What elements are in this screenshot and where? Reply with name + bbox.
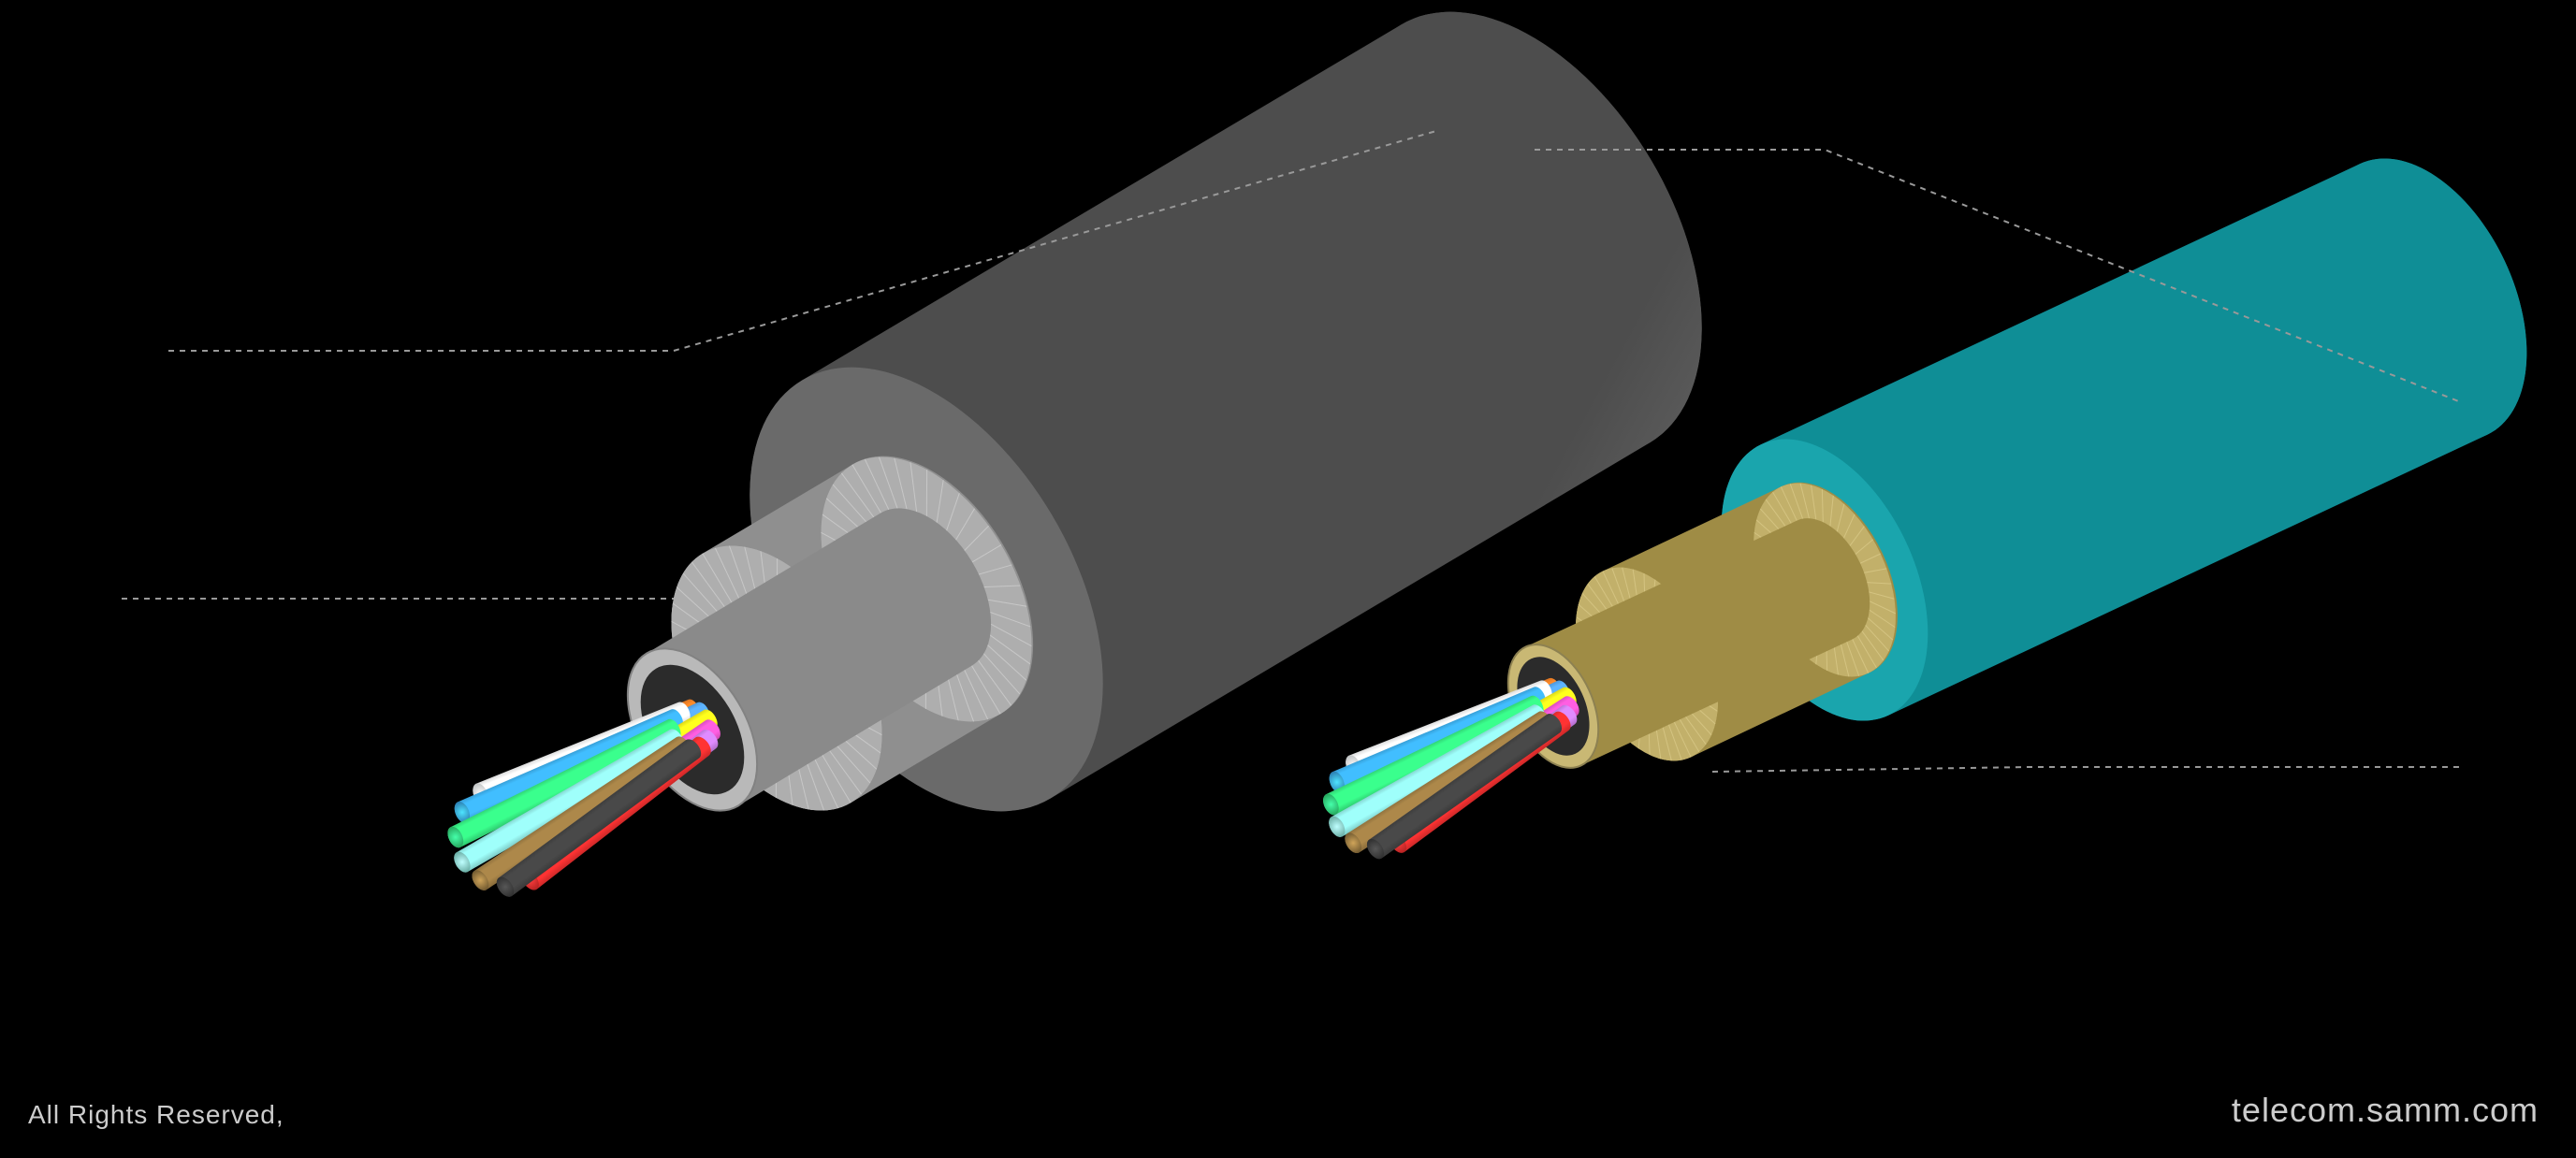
footer-site: telecom.samm.com [2232,1091,2539,1130]
leader-right-lower [1712,767,2461,772]
cable-left-fibers [444,697,724,900]
cable-right-fibers [1320,675,1583,861]
footer-copyright: All Rights Reserved, [28,1100,284,1130]
cable-diagram [0,0,2576,1158]
diagram-stage: All Rights Reserved, telecom.samm.com [0,0,2576,1158]
